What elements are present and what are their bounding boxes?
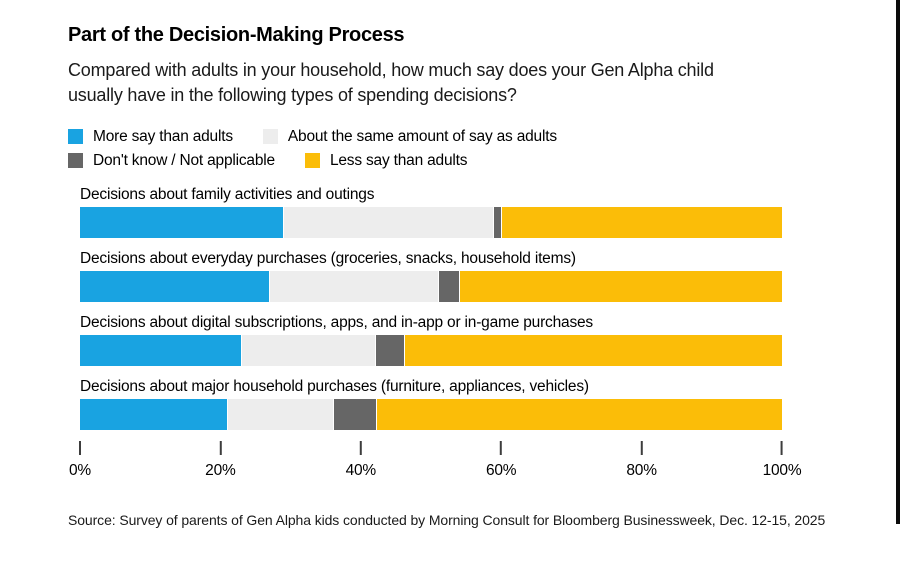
bar-category-label: Decisions about major household purchase… (80, 377, 589, 395)
stacked-bar (80, 206, 782, 238)
axis-tick-mark (359, 440, 362, 455)
axis-tick-mark (219, 440, 222, 455)
x-axis: 0% 20% 40% 60% 80% 100% (69, 440, 802, 485)
stacked-bar (80, 398, 782, 430)
legend-swatch-icon (68, 153, 83, 169)
bar-segment (333, 398, 376, 430)
stacked-bar (80, 334, 782, 366)
chart-title: Part of the Decision-Making Process (68, 24, 405, 46)
bar-segment (404, 334, 782, 366)
axis-tick-mark (640, 440, 643, 455)
axis-tick-mark (500, 440, 503, 455)
axis-tick: 40% (345, 440, 377, 480)
legend-item: About the same amount of say as adults (262, 127, 557, 146)
legend-item: Don't know / Not applicable (68, 152, 275, 170)
axis-tick-mark (78, 440, 81, 455)
legend-row: Don't know / Not applicable Less say than… (68, 149, 860, 173)
axis-tick-label: 40% (345, 461, 377, 479)
axis-tick-label: 100% (762, 461, 802, 479)
chart-subtitle: Compared with adults in your household, … (68, 60, 714, 105)
axis-tick-label: 60% (485, 461, 517, 479)
legend-swatch-icon (262, 129, 278, 145)
axis-tick: 80% (626, 440, 657, 480)
bar-segment (241, 334, 375, 366)
legend-label: Don't know / Not applicable (93, 151, 275, 169)
bar-segment (283, 206, 494, 238)
bar-segment (375, 334, 404, 366)
legend-swatch-icon (68, 129, 83, 145)
legend-item: More say than adults (68, 128, 233, 146)
bar-segment (460, 270, 783, 302)
bar-category-label: Decisions about family activities and ou… (80, 185, 375, 203)
right-edge-border (896, 0, 900, 524)
axis-tick-label: 20% (205, 461, 236, 479)
stacked-bar (80, 270, 783, 302)
axis-tick-label: 80% (626, 461, 657, 479)
axis-tick: 20% (205, 440, 236, 480)
bar-group: Decisions about digital subscriptions, a… (80, 313, 782, 366)
source-note: Source: Survey of parents of Gen Alpha k… (68, 511, 826, 528)
bar-group: Decisions about family activities and ou… (80, 185, 782, 238)
bar-segment (494, 206, 502, 238)
bar-segment (80, 398, 227, 430)
bar-segment (376, 398, 782, 430)
bar-segment (227, 398, 333, 430)
legend-swatch-icon (304, 153, 320, 169)
axis-tick-mark (781, 440, 783, 455)
axis-tick: 0% (68, 440, 92, 480)
bar-category-label: Decisions about digital subscriptions, a… (80, 313, 593, 331)
axis-tick: 60% (485, 440, 517, 480)
bar-segment (438, 270, 460, 302)
legend-label: More say than adults (93, 127, 233, 145)
bar-segment (269, 270, 438, 302)
bar-segment (80, 334, 241, 366)
legend-label: About the same amount of say as adults (287, 127, 557, 145)
legend-row: More say than adults About the same amoun… (68, 125, 860, 149)
chart-page: Part of the Decision-Making Process Comp… (68, 24, 860, 528)
bar-group: Decisions about major household purchase… (80, 377, 782, 430)
legend: More say than adults About the same amoun… (68, 125, 860, 173)
bar-segment (80, 206, 283, 238)
legend-item: Less say than adults (304, 151, 468, 170)
bar-segment (502, 206, 782, 238)
axis-tick-label: 0% (68, 461, 92, 479)
bar-group: Decisions about everyday purchases (groc… (80, 249, 783, 302)
stacked-bar-chart: Decisions about family activities and ou… (80, 185, 783, 430)
bar-segment (80, 270, 269, 302)
bar-category-label: Decisions about everyday purchases (groc… (80, 249, 576, 267)
axis-tick: 100% (762, 440, 802, 480)
legend-label: Less say than adults (329, 151, 468, 169)
